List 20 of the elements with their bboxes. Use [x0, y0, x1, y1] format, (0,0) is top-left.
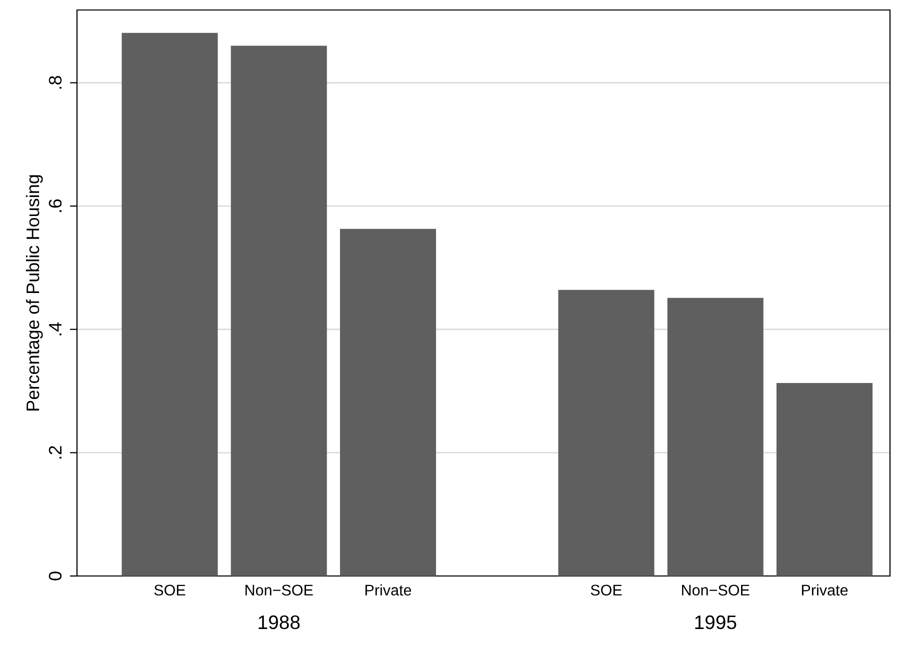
bar — [558, 290, 654, 576]
bar — [230, 46, 327, 576]
bar — [122, 32, 218, 576]
y-tick-label: .2 — [48, 446, 62, 459]
x-tick-label: Private — [802, 584, 848, 596]
x-tick-label: Private — [365, 584, 412, 596]
y-tick-label: .6 — [48, 199, 62, 212]
x-tick-label: Non−SOE — [682, 584, 750, 596]
text: 1988 — [258, 615, 300, 630]
bar — [776, 383, 873, 576]
y-tick-label: .8 — [48, 76, 62, 89]
bar — [340, 228, 436, 576]
y-tick-label: 0 — [48, 572, 62, 580]
x-tick-label: Non−SOE — [246, 584, 313, 596]
x-tick-label: SOE — [154, 584, 186, 596]
x-tick-label: SOE — [590, 584, 622, 596]
bar — [667, 298, 764, 576]
y-axis-title: Percentage of Public Housing — [26, 175, 43, 410]
text: 1995 — [695, 615, 736, 630]
y-tick-label: .4 — [49, 322, 62, 336]
